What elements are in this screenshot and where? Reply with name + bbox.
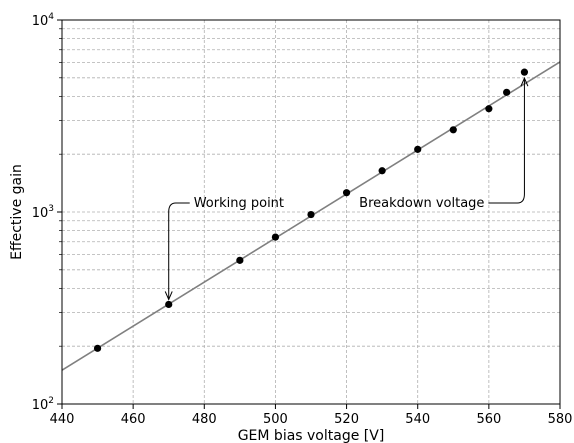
x-tick-label: 500 (263, 412, 288, 427)
x-tick-label: 440 (50, 412, 75, 427)
x-tick-label: 480 (192, 412, 217, 427)
data-point (520, 68, 529, 76)
arrow-head (520, 76, 529, 87)
grid (62, 20, 560, 404)
series-layer (61, 61, 561, 371)
annotation-breakdown-voltage: Breakdown voltage (359, 196, 484, 211)
y-tick-label: 102 (32, 396, 54, 413)
tick-layer: 440 460 480 500 520 540 560 580 102 103 104 (32, 12, 573, 427)
annotation-layer: Working point Breakdown voltage (164, 76, 529, 301)
data-point (271, 233, 280, 241)
y-axis-label: Effective gain (9, 164, 25, 260)
x-tick-label: 460 (121, 412, 146, 427)
data-point (378, 167, 386, 175)
arrow-head (164, 291, 173, 301)
x-tick-label: 540 (405, 412, 430, 427)
annotation-arrow (168, 202, 190, 300)
annotation-arrow (488, 78, 525, 204)
data-point (93, 344, 102, 352)
data-point (503, 88, 511, 96)
data-point (165, 300, 173, 309)
data-point (449, 126, 457, 134)
y-tick-label: 103 (32, 204, 54, 221)
x-tick-label: 520 (334, 412, 359, 427)
x-tick-label: 580 (548, 412, 573, 427)
annotation-working-point: Working point (194, 196, 284, 211)
data-point (307, 210, 315, 219)
y-tick-label: 104 (32, 12, 55, 29)
data-point (342, 189, 351, 197)
data-point (236, 256, 244, 264)
data-point (414, 145, 422, 153)
x-tick-label: 560 (476, 412, 501, 427)
x-axis-label: GEM bias voltage [V] (238, 428, 385, 443)
data-point (485, 105, 493, 113)
